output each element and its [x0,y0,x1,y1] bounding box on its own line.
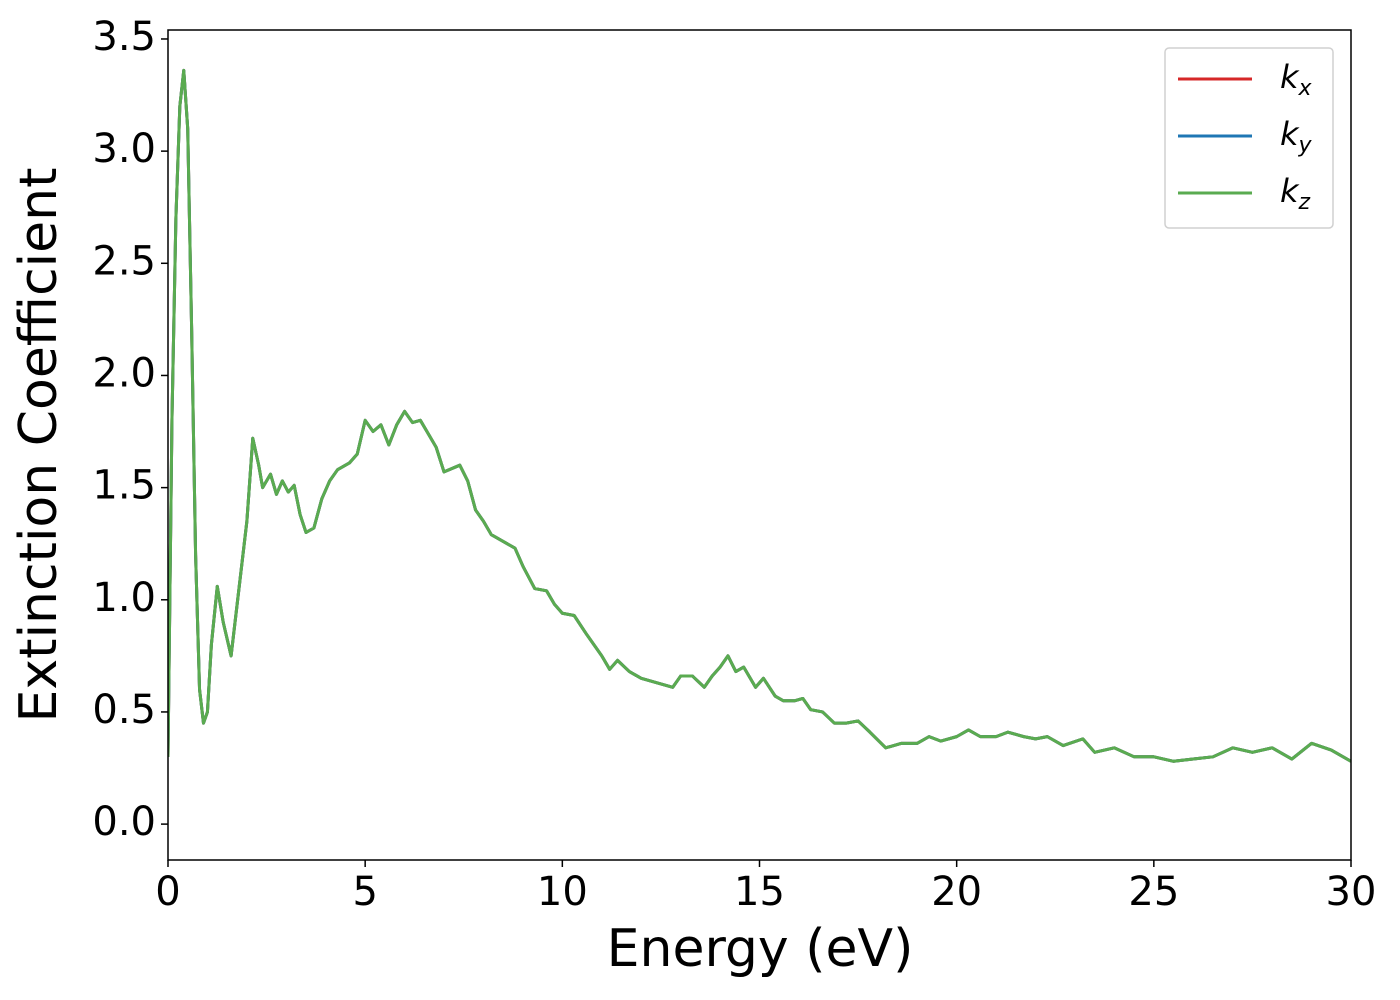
legend-label: kz [1280,172,1311,215]
y-tick-label: 2.0 [92,350,156,396]
y-tick-label: 1.5 [92,463,156,509]
plot-frame [167,29,1352,861]
legend-box [1164,47,1334,229]
y-axis-label: Extinction Coefficient [9,168,69,723]
data-line [168,68,1351,763]
x-tick-label: 25 [1128,869,1179,915]
y-tick-label: 1.0 [92,575,156,621]
y-tick-label: 0.0 [92,799,156,845]
legend-label: kx [1280,58,1313,101]
x-tick-label: 0 [155,869,180,915]
y-tick-label: 3.5 [92,14,156,60]
x-tick-label: 30 [1326,869,1377,915]
x-tick-label: 15 [734,869,785,915]
y-tick-label: 3.0 [92,126,156,172]
x-tick-label: 5 [352,869,377,915]
y-tick-label: 0.5 [92,687,156,733]
legend-label: ky [1280,115,1313,158]
y-tick-label: 2.5 [92,238,156,284]
x-axis-label: Energy (eV) [607,919,914,979]
x-tick-label: 20 [931,869,982,915]
x-tick-label: 10 [537,869,588,915]
